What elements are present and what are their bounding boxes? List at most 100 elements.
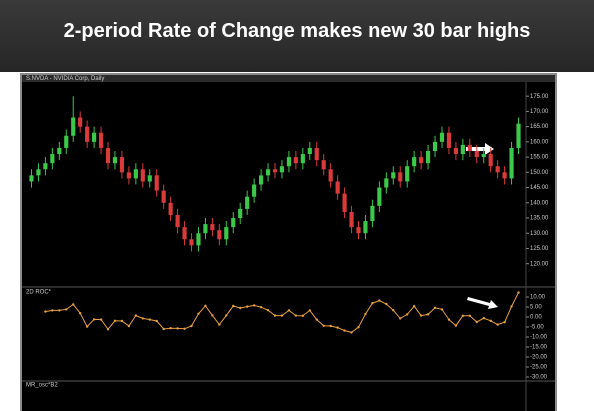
candle-body [238,208,243,218]
y-tick-label: 145.00 [530,185,549,191]
y-tick-label: 160.00 [530,139,549,145]
candle-body [64,135,69,148]
candle-body [272,169,278,173]
y-tick-label: 5.00 [530,305,542,311]
roc-point [252,304,256,307]
arrow [467,297,498,309]
candle-body [126,172,131,179]
roc-point [85,325,89,328]
y-tick-label: 155.00 [530,155,549,161]
panel-title: MR_osc*B2 [26,383,58,389]
candle-body [98,132,104,148]
candle-body [175,214,180,228]
roc-point [287,309,291,312]
candle-body [314,147,319,161]
candle-body [85,126,90,142]
candle-body [446,132,452,148]
roc-point [211,314,214,317]
candle-body [147,175,152,182]
candle-body [161,190,166,203]
candle-body [509,147,514,179]
roc-point [148,318,151,321]
y-tick-label: -15.00 [530,345,548,351]
roc-point [315,318,318,321]
roc-point [308,309,311,312]
roc-point [489,319,492,322]
y-tick-label: 150.00 [530,170,549,176]
roc-point [190,324,193,328]
candle-body [43,163,48,170]
candle-body [363,221,368,234]
roc-point [78,312,82,315]
candle-body [432,141,438,151]
candle-body [370,205,375,222]
panel-title: S.NVDA - NVIDIA Corp, Daily [26,76,104,82]
roc-point [162,327,165,331]
candle-body [405,166,410,182]
roc-point [378,299,381,302]
y-tick-label: 0.00 [530,315,542,321]
candle-body [140,169,145,182]
candle-body [279,166,285,173]
candle-body [328,169,333,182]
candle-body [245,196,250,209]
candle-body [189,239,194,246]
roc-point [329,324,332,328]
window-header [22,75,555,82]
candle-body [50,154,55,164]
candle-body [439,132,445,142]
candle-body [502,172,507,179]
candle-body [425,151,431,164]
candle-body [495,166,500,173]
roc-point [141,317,145,320]
candle-body [481,154,486,158]
roc-point [447,318,451,321]
roc-point [65,308,68,311]
candle-body [467,144,472,151]
candle-body [57,147,62,155]
roc-point [468,314,472,317]
roc-point [127,324,131,328]
roc-point [106,328,110,331]
roc-point [399,317,402,320]
candle-body [168,202,173,215]
panel-title: 2D ROC* [26,290,52,296]
roc-point [371,302,374,305]
candle-body [384,178,389,188]
roc-point [280,314,284,317]
candle-body [265,169,271,176]
candle-body [516,123,521,148]
roc-point [385,302,388,306]
y-tick-label: 120.00 [530,261,549,267]
roc-point [273,314,277,317]
roc-point [72,303,75,306]
y-tick-label: 165.00 [530,124,549,130]
roc-point [412,305,416,308]
candle-body [412,157,417,167]
roc-point [350,331,353,334]
y-tick-label: 125.00 [530,246,549,252]
candle-body [29,175,34,182]
y-tick-label: 130.00 [530,231,549,237]
candle-body [321,160,326,170]
y-tick-label: 135.00 [530,216,549,222]
roc-point [58,309,61,312]
candle-body [300,154,305,164]
y-tick-label: -20.00 [530,355,548,361]
y-tick-label: -25.00 [530,365,548,371]
candle-body [335,181,340,194]
candle-body [182,227,187,240]
roc-point [322,324,325,327]
roc-point [99,318,103,321]
roc-point [218,323,221,326]
candle-body [342,193,347,212]
candle-body [105,147,111,164]
roc-point [419,314,423,317]
roc-point [301,314,305,317]
candle-body [356,227,361,234]
roc-point [357,326,360,329]
roc-point [433,306,437,309]
candle-body [293,157,298,164]
y-tick-label: 170.00 [530,109,549,115]
